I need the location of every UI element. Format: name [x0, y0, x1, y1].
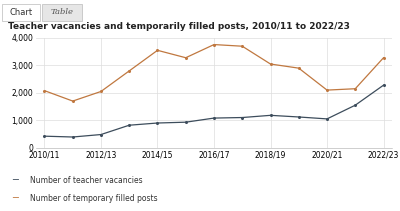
Text: ─: ─ [12, 175, 18, 185]
Text: ─: ─ [12, 193, 18, 203]
FancyBboxPatch shape [42, 4, 82, 21]
Text: Chart: Chart [10, 8, 32, 17]
Text: Number of teacher vacancies: Number of teacher vacancies [30, 176, 143, 185]
Text: Number of temporary filled posts: Number of temporary filled posts [30, 194, 158, 203]
FancyBboxPatch shape [2, 4, 40, 21]
Text: Teacher vacancies and temporarily filled posts, 2010/11 to 2022/23: Teacher vacancies and temporarily filled… [8, 22, 350, 31]
Text: Table: Table [50, 8, 74, 16]
